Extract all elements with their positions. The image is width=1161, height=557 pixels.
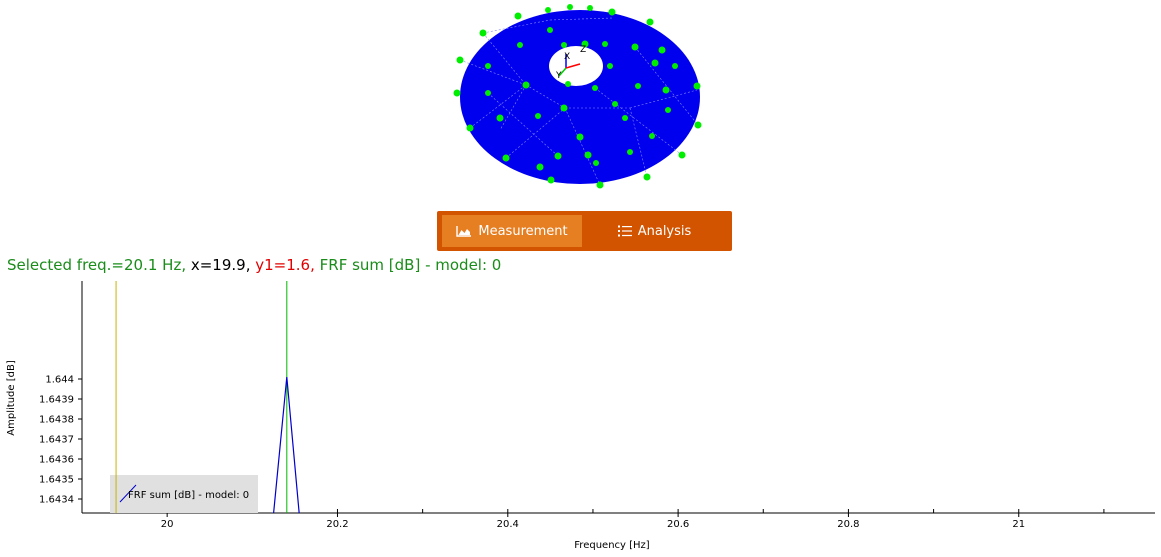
axis-label-x: X [564, 52, 570, 62]
x-axis-title: Frequency [Hz] [574, 540, 650, 551]
series-name-text: FRF sum [dB] - model: 0 [314, 256, 502, 274]
legend-box [110, 475, 258, 513]
x-tick-label: 20 [161, 519, 174, 530]
axis-triad: X Z Y [555, 45, 586, 81]
mesh-nodes [453, 4, 702, 189]
y-tick-label: 1.6437 [39, 435, 74, 446]
analysis-label: Analysis [637, 223, 692, 239]
y-tick-label: 1.6436 [39, 455, 74, 466]
x-tick-label: 20.4 [497, 519, 519, 530]
axis-label-y: Y [555, 71, 562, 81]
mesh-hole [549, 46, 603, 86]
legend-label: FRF sum [dB] - model: 0 [128, 490, 249, 501]
y-axis-title: Amplitude [dB] [6, 360, 17, 436]
y-tick-label: 1.6435 [39, 475, 74, 486]
mesh-edges [459, 17, 699, 186]
frf-series-line [273, 376, 300, 514]
x-tick-label: 20.2 [326, 519, 348, 530]
legend: FRF sum [dB] - model: 0 [110, 475, 258, 513]
measurement-button[interactable]: Measurement [442, 215, 582, 247]
frf-plot[interactable]: 1.644 1.6439 1.6438 1.6437 1.6436 1.6435 1.643… [0, 278, 1161, 557]
cursor-x-text: x=19.9, [186, 256, 251, 274]
x-tick-label: 20.8 [837, 519, 859, 530]
y-tick-label: 1.6439 [39, 395, 74, 406]
selected-freq-text: Selected freq.=20.1 Hz, [7, 256, 187, 274]
legend-swatch [119, 484, 137, 503]
selected-frequency-readout: Selected freq.=20.1 Hz, x=19.9, y1=1.6, … [7, 256, 501, 274]
y-tick-label: 1.6438 [39, 415, 74, 426]
x-tick-label: 21 [1012, 519, 1025, 530]
mesh-surface [460, 10, 700, 184]
list-icon [617, 225, 632, 237]
measurement-label: Measurement [478, 223, 568, 239]
cursor-y-text: y1=1.6, [250, 256, 315, 274]
mode-switch-bar: Measurement Analysis [437, 211, 732, 251]
x-tick-label: 20.6 [667, 519, 689, 530]
y-tick-label: 1.644 [45, 375, 74, 386]
3d-mesh-view[interactable]: X Z Y [440, 0, 720, 200]
axis-label-z: Z [580, 45, 586, 55]
analysis-button[interactable]: Analysis [582, 215, 727, 247]
y-tick-label: 1.6434 [39, 495, 74, 506]
area-chart-icon [456, 226, 472, 237]
